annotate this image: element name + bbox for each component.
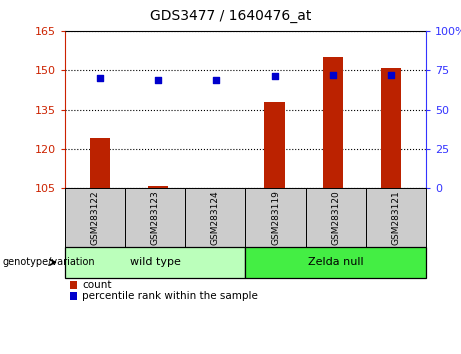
- Text: percentile rank within the sample: percentile rank within the sample: [82, 291, 258, 301]
- Text: GDS3477 / 1640476_at: GDS3477 / 1640476_at: [150, 9, 311, 23]
- Text: genotype/variation: genotype/variation: [2, 257, 95, 267]
- Text: GSM283121: GSM283121: [391, 190, 401, 245]
- Point: [96, 75, 104, 81]
- Point: [387, 72, 395, 78]
- Point: [329, 72, 337, 78]
- Bar: [148, 186, 168, 188]
- Text: count: count: [82, 280, 112, 290]
- Text: wild type: wild type: [130, 257, 181, 267]
- Text: Zelda null: Zelda null: [308, 257, 364, 267]
- Text: GSM283124: GSM283124: [211, 190, 220, 245]
- Point: [213, 77, 220, 82]
- Bar: [323, 57, 343, 188]
- Text: GSM283119: GSM283119: [271, 190, 280, 245]
- Point: [154, 77, 162, 82]
- Text: GSM283122: GSM283122: [90, 190, 100, 245]
- Point: [271, 74, 278, 79]
- Bar: [381, 68, 401, 188]
- Bar: [265, 102, 285, 188]
- Text: GSM283123: GSM283123: [151, 190, 160, 245]
- Bar: [90, 138, 110, 188]
- Text: GSM283120: GSM283120: [331, 190, 340, 245]
